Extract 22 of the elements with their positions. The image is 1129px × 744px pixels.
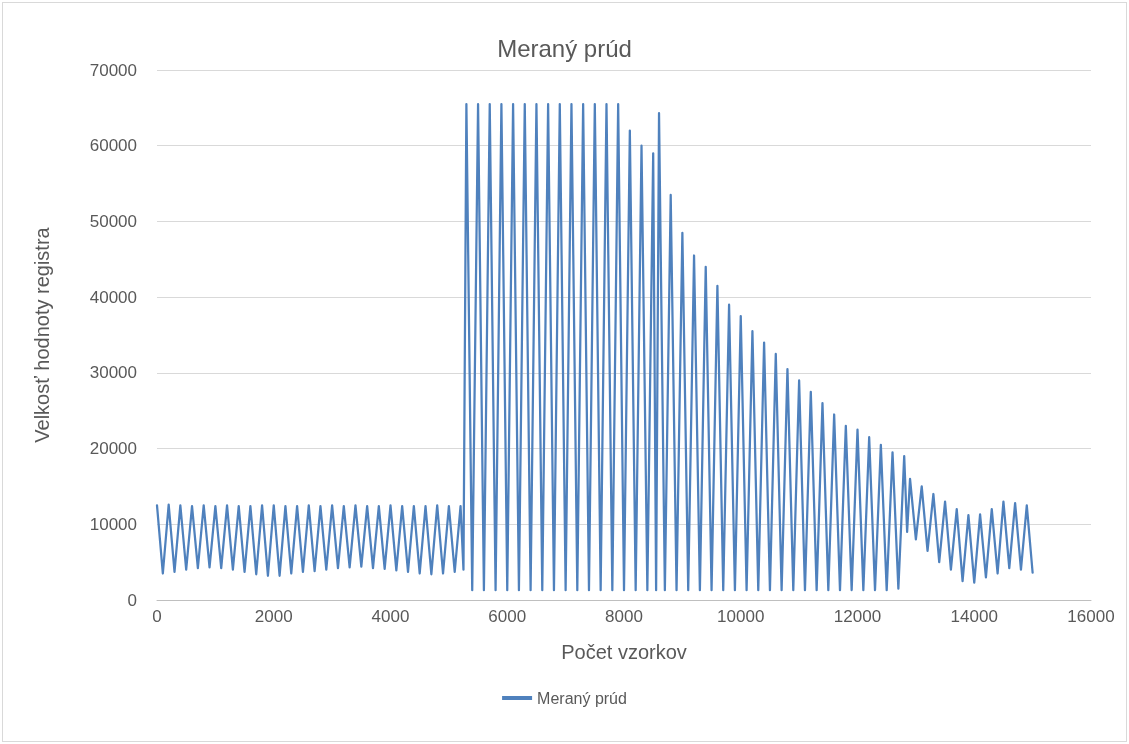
- y-tick-label: 20000: [89, 439, 137, 459]
- legend-label: Meraný prúd: [537, 689, 627, 707]
- x-tick-label: 16000: [1067, 607, 1115, 626]
- y-tick-label: 40000: [89, 287, 137, 307]
- y-tick-label: 70000: [89, 60, 137, 80]
- y-tick-label: 0: [127, 590, 137, 610]
- chart-title: Meraný prúd: [497, 34, 632, 62]
- x-tick-label: 6000: [488, 607, 527, 626]
- y-tick-label: 30000: [89, 363, 137, 383]
- x-tick-label: 10000: [717, 607, 765, 626]
- y-axis-title: Velkosť hodnoty registra: [31, 226, 53, 443]
- x-tick-label: 4000: [371, 607, 410, 626]
- y-tick-label: 10000: [89, 514, 137, 534]
- x-tick-label: 8000: [605, 607, 643, 626]
- x-tick-label: 2000: [254, 607, 293, 626]
- x-axis-title: Počet vzorkov: [561, 641, 687, 663]
- x-tick-label: 12000: [833, 607, 882, 626]
- line-series: [155, 102, 1034, 592]
- x-tick-label: 14000: [950, 607, 998, 626]
- y-tick-label: 60000: [89, 136, 137, 156]
- x-tick-label: 0: [152, 607, 162, 626]
- y-tick-label: 50000: [89, 211, 137, 231]
